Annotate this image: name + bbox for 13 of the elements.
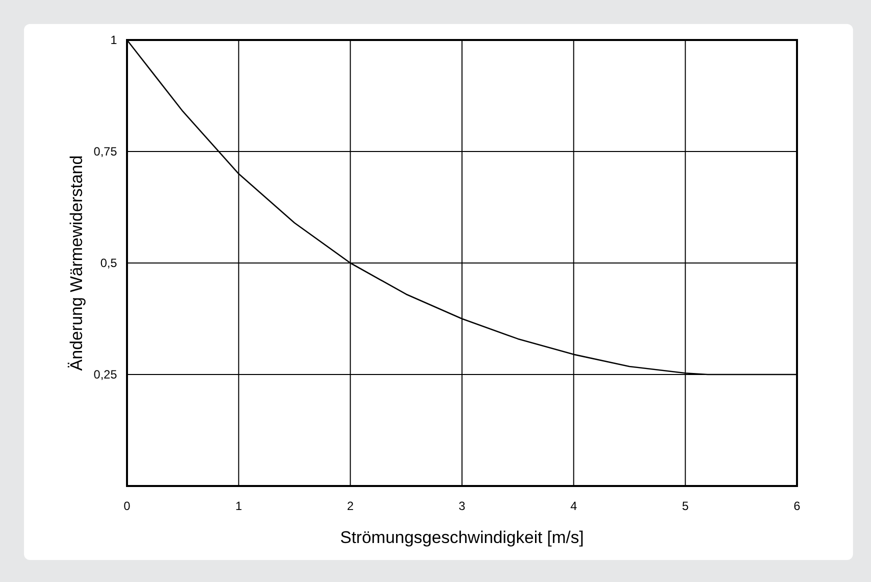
y-tick-label: 0,25 [94,368,118,382]
y-tick-label: 0,5 [100,256,118,270]
y-tick-label: 0,75 [94,144,118,158]
x-tick-label: 0 [124,499,131,513]
y-axis-title: Änderung Wärmewiderstand [67,155,86,371]
x-tick-label: 5 [682,499,689,513]
x-tick-label: 3 [458,499,466,513]
x-tick-label: 2 [346,499,354,513]
y-tick-label: 1 [110,33,118,47]
x-tick-label: 6 [794,499,801,513]
x-axis-title: Strömungsgeschwindigkeit [m/s] [340,528,584,547]
x-tick-label: 1 [235,499,242,513]
x-tick-label: 4 [570,499,578,513]
